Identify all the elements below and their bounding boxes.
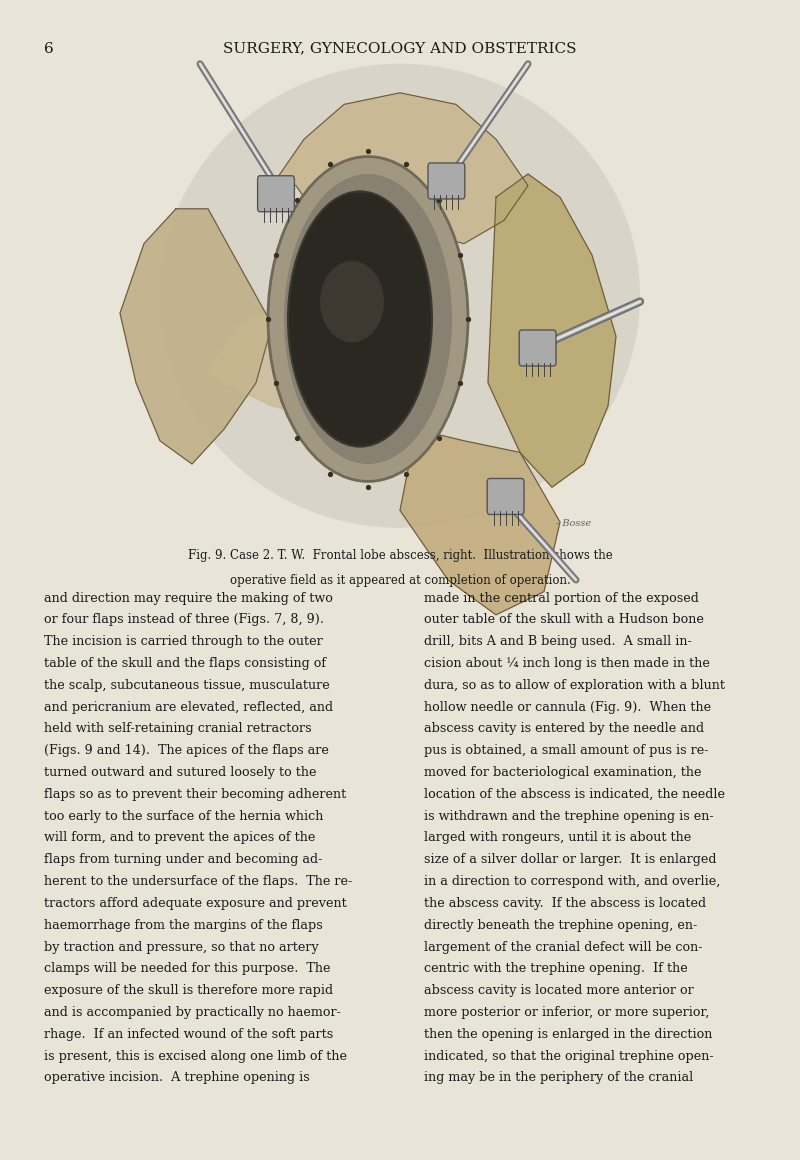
Ellipse shape <box>288 191 432 447</box>
Polygon shape <box>120 209 272 464</box>
Text: more posterior or inferior, or more superior,: more posterior or inferior, or more supe… <box>424 1006 710 1018</box>
Ellipse shape <box>268 157 468 481</box>
Text: centric with the trephine opening.  If the: centric with the trephine opening. If th… <box>424 963 688 976</box>
Text: outer table of the skull with a Hudson bone: outer table of the skull with a Hudson b… <box>424 614 704 626</box>
Text: held with self-retaining cranial retractors: held with self-retaining cranial retract… <box>44 723 312 735</box>
FancyBboxPatch shape <box>428 162 465 200</box>
Text: turned outward and sutured loosely to the: turned outward and sutured loosely to th… <box>44 766 317 780</box>
Polygon shape <box>400 429 560 615</box>
Text: is withdrawn and the trephine opening is en-: is withdrawn and the trephine opening is… <box>424 810 714 822</box>
FancyBboxPatch shape <box>519 329 556 367</box>
Text: or four flaps instead of three (Figs. 7, 8, 9).: or four flaps instead of three (Figs. 7,… <box>44 614 324 626</box>
Text: and is accompanied by practically no haemor-: and is accompanied by practically no hae… <box>44 1006 341 1018</box>
Text: haemorrhage from the margins of the flaps: haemorrhage from the margins of the flap… <box>44 919 322 931</box>
Text: (Figs. 9 and 14).  The apices of the flaps are: (Figs. 9 and 14). The apices of the flap… <box>44 745 329 757</box>
Text: largement of the cranial defect will be con-: largement of the cranial defect will be … <box>424 941 702 954</box>
Polygon shape <box>272 93 528 244</box>
Text: - Bosse: - Bosse <box>556 519 591 528</box>
Text: then the opening is enlarged in the direction: then the opening is enlarged in the dire… <box>424 1028 712 1041</box>
Text: the scalp, subcutaneous tissue, musculature: the scalp, subcutaneous tissue, musculat… <box>44 679 330 691</box>
Text: table of the skull and the flaps consisting of: table of the skull and the flaps consist… <box>44 657 326 670</box>
Text: and direction may require the making of two: and direction may require the making of … <box>44 592 333 604</box>
FancyBboxPatch shape <box>487 478 524 515</box>
Text: moved for bacteriological examination, the: moved for bacteriological examination, t… <box>424 766 702 780</box>
Text: operative field as it appeared at completion of operation.: operative field as it appeared at comple… <box>230 574 570 587</box>
Text: flaps so as to prevent their becoming adherent: flaps so as to prevent their becoming ad… <box>44 788 346 800</box>
Text: operative incision.  A trephine opening is: operative incision. A trephine opening i… <box>44 1072 310 1085</box>
Ellipse shape <box>284 174 452 464</box>
Text: is present, this is excised along one limb of the: is present, this is excised along one li… <box>44 1050 347 1063</box>
Text: The incision is carried through to the outer: The incision is carried through to the o… <box>44 636 322 648</box>
Text: abscess cavity is located more anterior or: abscess cavity is located more anterior … <box>424 984 694 998</box>
Text: indicated, so that the original trephine open-: indicated, so that the original trephine… <box>424 1050 714 1063</box>
Ellipse shape <box>320 261 384 342</box>
Polygon shape <box>488 174 616 487</box>
Text: dura, so as to allow of exploration with a blunt: dura, so as to allow of exploration with… <box>424 679 725 691</box>
Polygon shape <box>208 302 352 418</box>
FancyBboxPatch shape <box>258 175 294 211</box>
Text: location of the abscess is indicated, the needle: location of the abscess is indicated, th… <box>424 788 725 800</box>
Text: the abscess cavity.  If the abscess is located: the abscess cavity. If the abscess is lo… <box>424 897 706 909</box>
Text: made in the central portion of the exposed: made in the central portion of the expos… <box>424 592 699 604</box>
Text: Fig. 9. Case 2. T. W.  Frontal lobe abscess, right.  Illustration shows the: Fig. 9. Case 2. T. W. Frontal lobe absce… <box>188 549 612 561</box>
Text: drill, bits A and B being used.  A small in-: drill, bits A and B being used. A small … <box>424 636 692 648</box>
Text: in a direction to correspond with, and overlie,: in a direction to correspond with, and o… <box>424 875 720 889</box>
Text: rhage.  If an infected wound of the soft parts: rhage. If an infected wound of the soft … <box>44 1028 334 1041</box>
Text: by traction and pressure, so that no artery: by traction and pressure, so that no art… <box>44 941 318 954</box>
Text: flaps from turning under and becoming ad-: flaps from turning under and becoming ad… <box>44 854 322 867</box>
Text: ing may be in the periphery of the cranial: ing may be in the periphery of the crani… <box>424 1072 694 1085</box>
Text: too early to the surface of the hernia which: too early to the surface of the hernia w… <box>44 810 323 822</box>
Text: exposure of the skull is therefore more rapid: exposure of the skull is therefore more … <box>44 984 333 998</box>
Text: herent to the undersurface of the flaps.  The re-: herent to the undersurface of the flaps.… <box>44 875 352 889</box>
Text: tractors afford adequate exposure and prevent: tractors afford adequate exposure and pr… <box>44 897 346 909</box>
Text: and pericranium are elevated, reflected, and: and pericranium are elevated, reflected,… <box>44 701 333 713</box>
Text: hollow needle or cannula (Fig. 9).  When the: hollow needle or cannula (Fig. 9). When … <box>424 701 711 713</box>
Text: abscess cavity is entered by the needle and: abscess cavity is entered by the needle … <box>424 723 704 735</box>
Text: directly beneath the trephine opening, en-: directly beneath the trephine opening, e… <box>424 919 698 931</box>
Text: SURGERY, GYNECOLOGY AND OBSTETRICS: SURGERY, GYNECOLOGY AND OBSTETRICS <box>223 42 577 56</box>
Text: clamps will be needed for this purpose.  The: clamps will be needed for this purpose. … <box>44 963 330 976</box>
Text: will form, and to prevent the apices of the: will form, and to prevent the apices of … <box>44 832 315 844</box>
Ellipse shape <box>160 64 640 528</box>
Text: 6: 6 <box>44 42 54 56</box>
Text: pus is obtained, a small amount of pus is re-: pus is obtained, a small amount of pus i… <box>424 745 709 757</box>
Text: cision about ¼ inch long is then made in the: cision about ¼ inch long is then made in… <box>424 657 710 670</box>
Text: larged with rongeurs, until it is about the: larged with rongeurs, until it is about … <box>424 832 691 844</box>
Text: size of a silver dollar or larger.  It is enlarged: size of a silver dollar or larger. It is… <box>424 854 717 867</box>
